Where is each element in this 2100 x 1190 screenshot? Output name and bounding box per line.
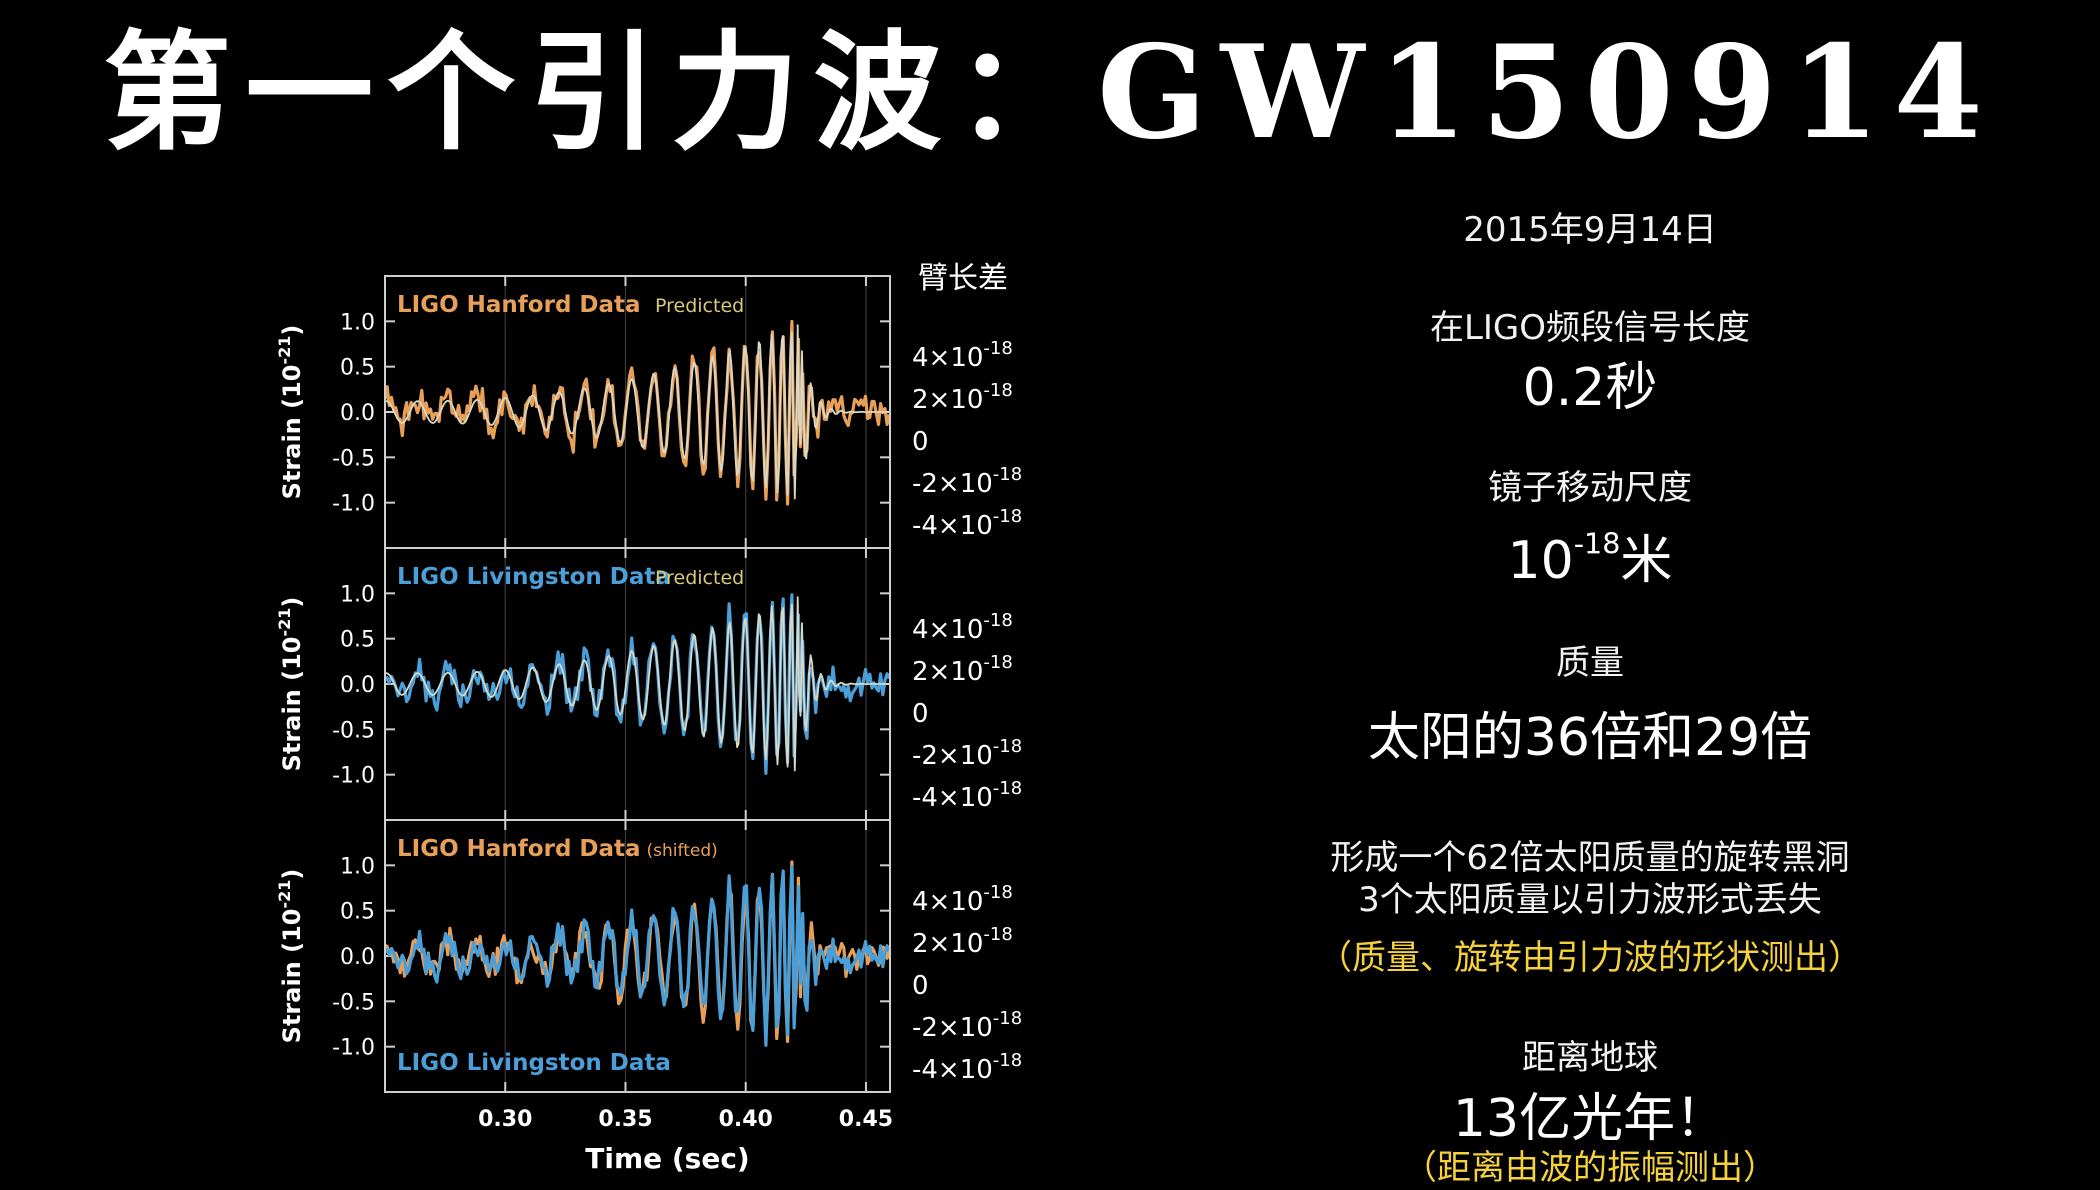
mirror-value-base: 10 [1507, 531, 1574, 591]
y-tick-label: 1.0 [340, 582, 375, 607]
mass-label: 质量 [1556, 643, 1624, 683]
y-tick-label: 0.5 [340, 356, 375, 381]
right-axis-label: 2×10-18 [912, 380, 1013, 415]
y-axis-label: Strain (10-21) [275, 869, 306, 1044]
y-tick-label: -0.5 [332, 718, 375, 743]
legend-label: LIGO Livingston Data [397, 1050, 671, 1076]
legend-label: Predicted [655, 295, 744, 317]
mirror-label: 镜子移动尺度 [1488, 468, 1692, 508]
series-line-predicted [386, 596, 889, 772]
y-tick-label: 0.5 [340, 900, 375, 925]
right-axis-label: 0 [912, 699, 929, 729]
x-tick-label: 0.35 [598, 1107, 652, 1132]
right-axis-label: 0 [912, 971, 929, 1001]
y-tick-label: 0.5 [340, 628, 375, 653]
chart-panel-1: 1.0 0.5 0.0 -0.5 -1.0 4×10-18 2×10-18 0 -2×10-18… [275, 261, 1022, 549]
x-tick-label: 0.45 [839, 1107, 893, 1132]
x-tick-label: 0.30 [478, 1107, 532, 1132]
y-tick-label: 0.0 [340, 673, 375, 698]
mirror-value: 10-18米 [1300, 518, 1880, 593]
info-column: 2015年9月14日 在LIGO频段信号长度 0.2秒 镜子移动尺度 10-18… [1300, 0, 1880, 1188]
legend-label: LIGO Livingston Data [397, 564, 671, 590]
right-axis-label: -2×10-18 [912, 1008, 1022, 1043]
result-line-1: 形成一个62倍太阳质量的旋转黑洞 [1330, 838, 1850, 878]
y-tick-label: 1.0 [340, 310, 375, 335]
right-axis-label: 2×10-18 [912, 652, 1013, 687]
y-tick-label: 0.0 [340, 401, 375, 426]
right-axis-label: -4×10-18 [912, 778, 1022, 813]
right-axis-label: -2×10-18 [912, 464, 1022, 499]
right-axis-label: 4×10-18 [912, 882, 1013, 917]
duration-value: 0.2秒 [1522, 358, 1658, 418]
chart-panel-2: 1.0 0.5 0.0 -0.5 -1.0 4×10-18 2×10-18 0 -2×10-18… [275, 547, 1022, 821]
result-note: （质量、旋转由引力波的形状测出） [1318, 938, 1862, 978]
y-axis-label: Strain (10-21) [275, 597, 306, 772]
right-axis-label: -4×10-18 [912, 506, 1022, 541]
y-tick-label: -0.5 [332, 990, 375, 1015]
legend-label: LIGO Hanford Data (shifted) [397, 836, 718, 862]
y-tick-label: 0.0 [340, 945, 375, 970]
slide-title: 第一个引力波：GW150914 [103, 18, 1997, 168]
distance-label: 距离地球 [1522, 1038, 1658, 1078]
strain-charts: 1.0 0.5 0.0 -0.5 -1.0 4×10-18 2×10-18 0 -2×10-18… [275, 261, 1022, 1175]
legend-label: Predicted [655, 567, 744, 589]
right-axis-title: 臂长差 [918, 261, 1008, 296]
x-tick-label: 0.40 [719, 1107, 773, 1132]
mirror-value-exp: -18 [1573, 526, 1621, 561]
y-tick-label: -1.0 [332, 1036, 375, 1061]
y-tick-label: 1.0 [340, 854, 375, 879]
event-date: 2015年9月14日 [1463, 210, 1717, 250]
right-axis-label: 2×10-18 [912, 924, 1013, 959]
y-axis-label: Strain (10-21) [275, 325, 306, 500]
legend-label: LIGO Hanford Data [397, 292, 641, 318]
y-tick-label: -1.0 [332, 492, 375, 517]
right-axis-label: -2×10-18 [912, 736, 1022, 771]
right-axis-label: 4×10-18 [912, 610, 1013, 645]
duration-label: 在LIGO频段信号长度 [1429, 308, 1751, 348]
right-axis-label: 0 [912, 427, 929, 457]
mirror-value-unit: 米 [1620, 531, 1673, 591]
distance-value: 13亿光年！ [1452, 1089, 1728, 1149]
series-line-ligo-livingston-data [386, 865, 889, 1047]
mass-value: 太阳的36倍和29倍 [1367, 708, 1813, 768]
y-tick-label: -1.0 [332, 764, 375, 789]
result-line-2: 3个太阳质量以引力波形式丢失 [1358, 880, 1822, 920]
y-tick-label: -0.5 [332, 446, 375, 471]
distance-note: （距离由波的振幅测出） [1403, 1148, 1777, 1188]
x-axis-label: Time (sec) [585, 1142, 749, 1175]
series-line-predicted [386, 324, 889, 500]
right-axis-label: -4×10-18 [912, 1050, 1022, 1085]
right-axis-label: 4×10-18 [912, 338, 1013, 373]
chart-panel-3: 1.0 0.5 0.0 -0.5 -1.0 4×10-18 2×10-18 0 -2×10-18… [275, 819, 1022, 1093]
